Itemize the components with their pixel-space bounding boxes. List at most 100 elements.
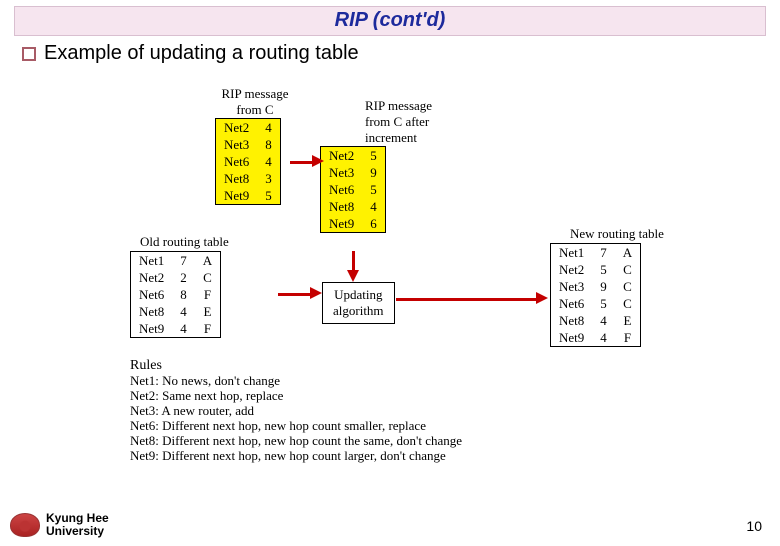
cell: Net2 [551, 261, 593, 278]
table-row: Net96 [321, 215, 386, 233]
diagram: RIP message from C RIP message from C af… [130, 86, 740, 486]
cell: A [195, 252, 221, 270]
rule-line: Net6: Different next hop, new hop count … [130, 418, 462, 433]
cell: C [615, 261, 641, 278]
cell: Net2 [321, 147, 363, 165]
cell: 5 [362, 147, 385, 165]
cell: 4 [362, 198, 385, 215]
table-rip-from-c: Net24Net38Net64Net83Net95 [215, 118, 281, 205]
updating-algorithm-box: Updating algorithm [322, 282, 395, 324]
cell: C [615, 278, 641, 295]
rule-line: Net3: A new router, add [130, 403, 462, 418]
cell: Net8 [321, 198, 363, 215]
cell: Net9 [216, 187, 258, 205]
table-row: Net65C [551, 295, 641, 312]
table-rip-inc: Net25Net39Net65Net84Net96 [320, 146, 386, 233]
cell: 7 [172, 252, 195, 270]
bullet-text: Example of updating a routing table [44, 42, 359, 65]
table-row: Net84E [131, 303, 221, 320]
cell: Net9 [321, 215, 363, 233]
footer: Kyung Hee University [10, 512, 109, 538]
cell: C [195, 269, 221, 286]
arrow-head-icon [347, 270, 359, 282]
table-row: Net64 [216, 153, 281, 170]
label-line: Updating [333, 287, 384, 303]
cell: 4 [172, 320, 195, 338]
cell: 8 [172, 286, 195, 303]
table-row: Net38 [216, 136, 281, 153]
cell: Net3 [216, 136, 258, 153]
cell: 5 [592, 295, 615, 312]
rule-line: Net9: Different next hop, new hop count … [130, 448, 462, 463]
cell: Net2 [216, 119, 258, 137]
cell: A [615, 244, 641, 262]
rules-heading: Rules [130, 358, 462, 373]
cell: 5 [362, 181, 385, 198]
cell: Net6 [321, 181, 363, 198]
cell: C [615, 295, 641, 312]
arrow-line [278, 293, 310, 296]
cell: E [615, 312, 641, 329]
label-line: University [46, 525, 109, 538]
cell: F [195, 286, 221, 303]
slide-title: RIP (cont'd) [335, 9, 446, 31]
cell: 4 [592, 312, 615, 329]
page-number: 10 [746, 518, 762, 534]
university-logo-icon [10, 513, 40, 537]
table-row: Net94F [131, 320, 221, 338]
cell: E [195, 303, 221, 320]
table-row: Net94F [551, 329, 641, 347]
label-line: increment [365, 130, 455, 146]
cell: 6 [362, 215, 385, 233]
rule-line: Net1: No news, don't change [130, 373, 462, 388]
label-old-table: Old routing table [140, 234, 229, 250]
rule-line: Net8: Different next hop, new hop count … [130, 433, 462, 448]
rule-line: Net2: Same next hop, replace [130, 388, 462, 403]
cell: Net3 [321, 164, 363, 181]
table-row: Net84 [321, 198, 386, 215]
table-row: Net17A [131, 252, 221, 270]
table-old: Net17ANet22CNet68FNet84ENet94F [130, 251, 221, 338]
cell: F [615, 329, 641, 347]
cell: F [195, 320, 221, 338]
cell: Net8 [131, 303, 173, 320]
table-row: Net95 [216, 187, 281, 205]
cell: Net3 [551, 278, 593, 295]
arrow-head-icon [310, 287, 322, 299]
cell: Net6 [131, 286, 173, 303]
cell: 4 [172, 303, 195, 320]
label-line: from C after [365, 114, 455, 130]
rules-block: Rules Net1: No news, don't changeNet2: S… [130, 358, 462, 463]
table-row: Net83 [216, 170, 281, 187]
cell: 4 [257, 153, 280, 170]
label-line: from C [210, 102, 300, 118]
cell: 5 [257, 187, 280, 205]
table-row: Net68F [131, 286, 221, 303]
arrow-line [396, 298, 536, 301]
cell: 4 [257, 119, 280, 137]
cell: Net6 [551, 295, 593, 312]
cell: 9 [362, 164, 385, 181]
slide-title-bar: RIP (cont'd) [14, 6, 766, 36]
cell: 4 [592, 329, 615, 347]
label-rip-from-c: RIP message from C [210, 86, 300, 118]
cell: 7 [592, 244, 615, 262]
label-new-table: New routing table [570, 226, 664, 242]
table-row: Net84E [551, 312, 641, 329]
table-row: Net39C [551, 278, 641, 295]
table-row: Net65 [321, 181, 386, 198]
bullet-icon [22, 47, 36, 61]
table-row: Net25 [321, 147, 386, 165]
table-row: Net25C [551, 261, 641, 278]
table-row: Net22C [131, 269, 221, 286]
label-line: RIP message [365, 98, 455, 114]
cell: Net9 [131, 320, 173, 338]
university-name: Kyung Hee University [46, 512, 109, 538]
cell: Net2 [131, 269, 173, 286]
cell: 9 [592, 278, 615, 295]
label-line: algorithm [333, 303, 384, 319]
label-rip-inc: RIP message from C after increment [365, 98, 455, 146]
table-row: Net24 [216, 119, 281, 137]
cell: Net6 [216, 153, 258, 170]
cell: 3 [257, 170, 280, 187]
